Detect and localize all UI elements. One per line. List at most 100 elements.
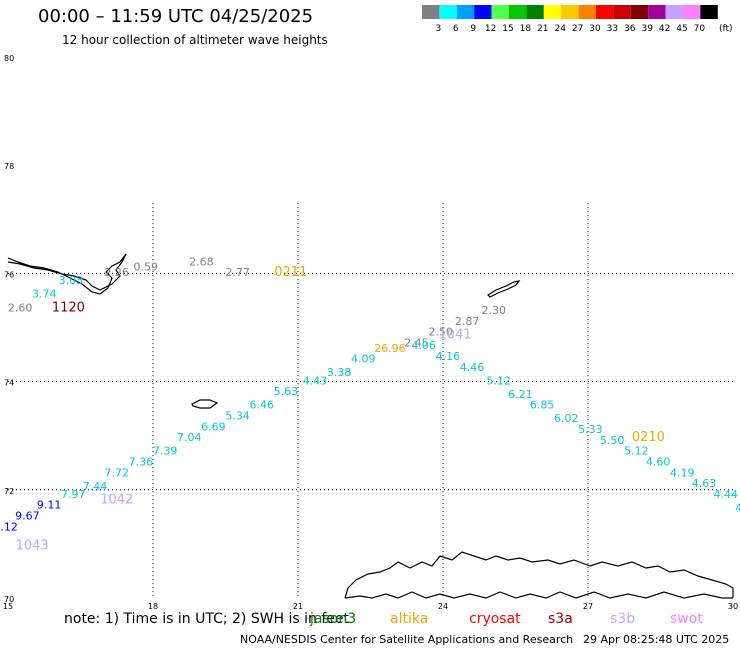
map-title: 00:00 – 11:59 UTC 04/25/2025 xyxy=(38,6,314,27)
wave-height-value: 5.12 xyxy=(486,374,511,387)
legend-tick-label: 9 xyxy=(470,24,476,34)
wave-height-value: 6.02 xyxy=(554,412,579,425)
legend-swatch xyxy=(526,5,544,19)
wave-height-value: 6.46 xyxy=(250,399,275,412)
latitude-label: 80 xyxy=(4,54,14,63)
satellite-label-jason3: jason3 xyxy=(310,611,357,627)
wave-height-value: 4.60 xyxy=(646,455,671,468)
legend-swatch xyxy=(630,5,649,19)
wave-height-value: 4.63 xyxy=(692,477,717,490)
wave-height-value: 4.46 xyxy=(460,361,485,374)
wave-height-value: 4.33 xyxy=(735,501,740,514)
wave-height-value: 2.50 xyxy=(428,326,453,339)
wave-height-value: 7.44 xyxy=(83,480,108,493)
longitude-label: 15 xyxy=(3,602,13,610)
legend-swatch xyxy=(700,5,718,19)
wave-height-value: 7.36 xyxy=(129,455,154,468)
wave-height-value: 2.77 xyxy=(225,266,250,279)
wave-height-value: 2.87 xyxy=(455,315,480,328)
pass-time-label: 1041 xyxy=(439,327,472,342)
legend-swatch xyxy=(596,5,614,19)
wave-height-value: 2.26 xyxy=(105,266,130,279)
wave-height-value: 2.60 xyxy=(8,301,33,314)
satellite-label-s3a: s3a xyxy=(548,611,573,627)
wave-height-value: 2.45 xyxy=(404,336,429,349)
wave-height-value: 5.34 xyxy=(225,409,250,422)
legend-tick-label: 6 xyxy=(453,24,459,34)
coastline xyxy=(344,591,733,599)
coastline xyxy=(487,280,521,298)
coastline xyxy=(7,253,127,295)
legend-swatch xyxy=(578,5,596,19)
footer-note: note: 1) Time is in UTC; 2) SWH is in fe… xyxy=(64,611,350,627)
wave-height-value: 4.43 xyxy=(303,374,328,387)
coastline xyxy=(344,551,734,599)
wave-height-value: 5.33 xyxy=(578,423,603,436)
longitude-label: 24 xyxy=(438,602,448,610)
longitude-label: 21 xyxy=(293,602,303,610)
pass-time-label: 1120 xyxy=(52,300,85,315)
satellite-label-altika: altika xyxy=(390,611,429,627)
pass-time-label: 0210 xyxy=(632,430,665,445)
legend-swatch xyxy=(613,5,631,19)
pass-time-label: 1043 xyxy=(16,538,49,553)
wave-height-value: 6.69 xyxy=(201,420,226,433)
legend-tick-label: 3 xyxy=(436,24,442,34)
latitude-label: 78 xyxy=(4,162,14,171)
wave-height-value: 9.12 xyxy=(0,520,18,533)
legend-swatch xyxy=(491,5,509,19)
legend-unit: (ft) xyxy=(719,24,733,34)
legend-swatch xyxy=(456,5,475,19)
legend-tick-label: 33 xyxy=(607,24,618,34)
wave-height-value: 4.44 xyxy=(714,488,739,501)
latitude-label: 70 xyxy=(4,595,14,604)
wave-height-value: 6.85 xyxy=(530,399,555,412)
longitude-label: 27 xyxy=(583,602,593,610)
map-subtitle: 12 hour collection of altimeter wave hei… xyxy=(62,33,328,47)
wave-height-value: 9.67 xyxy=(15,510,40,523)
pass-time-label: 1042 xyxy=(100,492,133,507)
wave-height-legend: 3 6 9 12 15 18 21 24 27 30 33 36 39 42 45 70 (ft) xyxy=(422,5,733,34)
wave-height-value: 7.72 xyxy=(105,466,130,479)
wave-height-value: 5.63 xyxy=(274,385,299,398)
legend-tick-label: 15 xyxy=(502,24,513,34)
legend-swatch xyxy=(648,5,666,19)
longitude-label: 18 xyxy=(148,602,158,610)
legend-swatch xyxy=(683,5,701,19)
legend-tick-label: 24 xyxy=(554,24,566,34)
legend-swatch xyxy=(561,5,579,19)
latitude-label: 76 xyxy=(4,270,14,279)
wave-height-value: 4.06 xyxy=(411,339,436,352)
wave-height-value: 3.03 xyxy=(59,274,84,287)
wave-height-value: 4.19 xyxy=(670,466,695,479)
legend-tick-label: 70 xyxy=(694,24,706,34)
latitude-label: 74 xyxy=(4,379,14,388)
wave-height-value: 7.39 xyxy=(153,445,178,458)
wave-height-value: 6.21 xyxy=(508,388,533,401)
footer-timestamp: 29 Apr 08:25:48 UTC 2025 xyxy=(583,633,730,646)
wave-height-value: 2.30 xyxy=(482,304,507,317)
wave-height-value: 4.09 xyxy=(351,353,376,366)
legend-tick-label: 27 xyxy=(572,24,583,34)
coastline xyxy=(191,399,219,409)
satellite-label-cryosat: cryosat xyxy=(469,611,521,627)
satellite-label-s3b: s3b xyxy=(610,611,636,627)
pass-time-label: 0211 xyxy=(274,265,307,280)
longitude-label: 30 xyxy=(728,602,738,610)
wave-height-value: 3.74 xyxy=(32,288,57,301)
legend-tick-label: 30 xyxy=(589,24,601,34)
legend-tick-label: 36 xyxy=(624,24,636,34)
legend-tick-label: 39 xyxy=(641,24,653,34)
legend-swatch xyxy=(509,5,527,19)
satellite-label-swot: swot xyxy=(670,611,703,627)
wave-height-value: 9.11 xyxy=(37,499,62,512)
legend-tick-label: 12 xyxy=(485,24,496,34)
legend-swatch xyxy=(474,5,492,19)
legend-tick-label: 45 xyxy=(676,24,687,34)
wave-height-value: 2.68 xyxy=(189,255,214,268)
wave-height-value: 0.59 xyxy=(134,261,159,274)
wave-height-value: 5.12 xyxy=(624,445,649,458)
legend-swatch xyxy=(439,5,457,19)
legend-tick-label: 21 xyxy=(537,24,548,34)
